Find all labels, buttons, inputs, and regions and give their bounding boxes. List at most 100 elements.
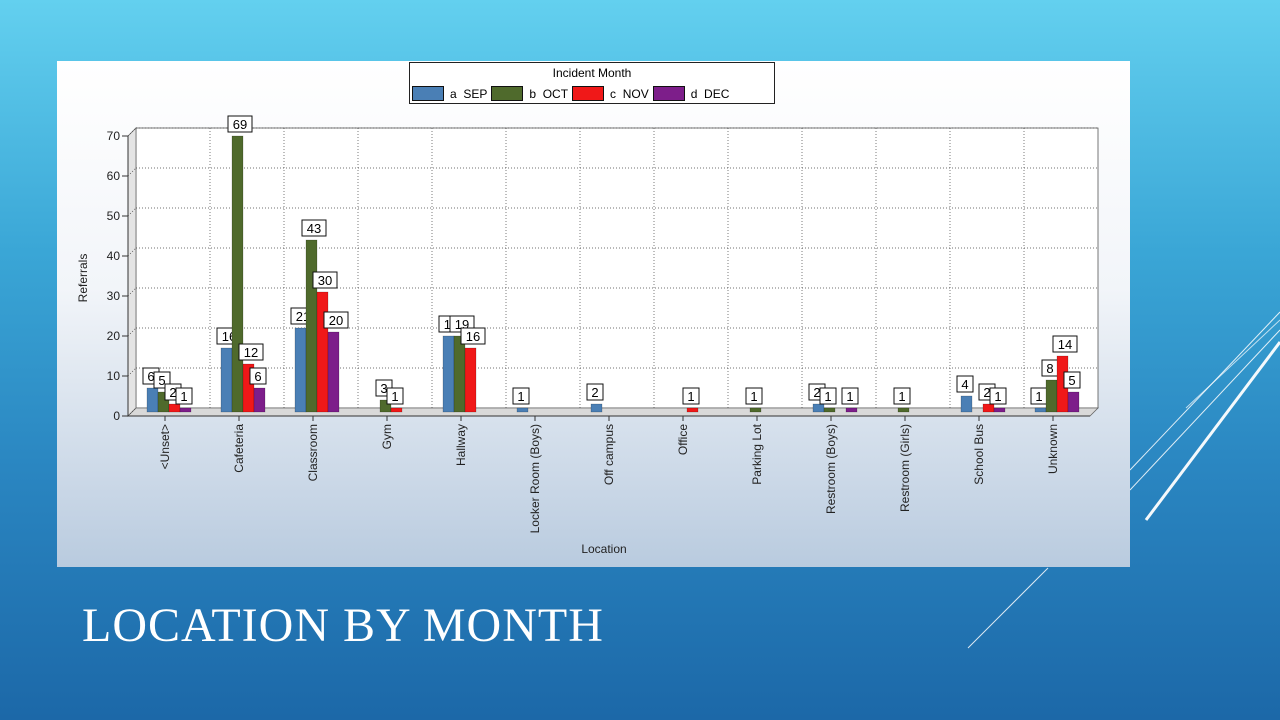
data-label-box — [682, 387, 700, 405]
bar — [390, 407, 403, 413]
bar — [516, 407, 529, 413]
legend-swatch — [652, 86, 685, 101]
data-label: 1 — [687, 389, 694, 404]
x-tick-label: Classroom — [306, 424, 320, 481]
x-tick-label: Cafeteria — [232, 424, 246, 473]
chart-legend: Incident Month a SEP b OCT c NOV d DEC — [409, 62, 775, 104]
y-tick-label: 50 — [107, 209, 121, 223]
x-tick-label: Unknown — [1046, 424, 1060, 474]
data-label-box — [227, 115, 253, 133]
data-label-box — [956, 375, 974, 393]
data-label: 2 — [813, 385, 820, 400]
legend-swatch — [491, 86, 524, 101]
data-label-box — [323, 311, 349, 329]
legend-title: Incident Month — [552, 66, 632, 80]
gridline-side — [127, 167, 137, 177]
data-label: 1 — [391, 389, 398, 404]
x-tick-label: Office — [676, 424, 690, 455]
bar — [453, 335, 466, 413]
data-label: 43 — [307, 221, 321, 236]
gridline-side — [127, 207, 137, 217]
data-label: 5 — [1068, 373, 1075, 388]
y-tick-label: 20 — [107, 329, 121, 343]
bar — [993, 407, 1006, 413]
legend-item: a SEP — [412, 86, 487, 101]
data-label-box — [175, 387, 193, 405]
slide-title: LOCATION BY MONTH — [82, 599, 604, 652]
legend-items: a SEP b OCT c NOV d DEC — [412, 86, 733, 101]
x-tick-label: Restroom (Girls) — [898, 424, 912, 512]
legend-swatch — [572, 86, 605, 101]
data-label: 8 — [1046, 361, 1053, 376]
bar — [442, 335, 455, 413]
legend-label: c NOV — [610, 86, 649, 101]
bar — [823, 407, 836, 413]
y-tick-label: 0 — [113, 409, 120, 423]
data-label-box — [819, 387, 837, 405]
data-label: 1 — [898, 389, 905, 404]
y-tick-label: 10 — [107, 369, 121, 383]
data-label: 30 — [318, 273, 332, 288]
bar — [1034, 407, 1047, 413]
data-label: 2 — [591, 385, 598, 400]
data-label: 1 — [180, 389, 187, 404]
data-label-box — [301, 219, 327, 237]
data-label-box — [460, 327, 486, 345]
bar — [982, 403, 995, 413]
legend-item: b OCT — [491, 86, 568, 101]
bar — [749, 407, 762, 413]
y-tick-label: 60 — [107, 169, 121, 183]
bar — [897, 407, 910, 413]
data-label: 6 — [254, 369, 261, 384]
x-tick-label: Parking Lot — [750, 423, 764, 484]
data-label: 1 — [1035, 389, 1042, 404]
data-label-box — [312, 271, 338, 289]
data-label-box — [841, 387, 859, 405]
legend-item: d DEC — [652, 86, 730, 101]
x-tick-label: Restroom (Boys) — [824, 424, 838, 514]
data-label-box — [1063, 371, 1081, 389]
data-label: 12 — [244, 345, 258, 360]
data-label-box — [238, 343, 264, 361]
data-label-box — [586, 383, 604, 401]
data-label-box — [512, 387, 530, 405]
gridline-side — [127, 127, 137, 137]
data-label-box — [1052, 335, 1078, 353]
bar — [590, 403, 603, 413]
data-label: 5 — [158, 373, 165, 388]
bar — [305, 239, 318, 413]
bar — [220, 347, 233, 413]
bar — [1045, 379, 1058, 413]
data-label-box — [745, 387, 763, 405]
y-axis-title: Referrals — [76, 254, 90, 303]
data-label: 4 — [961, 377, 968, 392]
y-tick-label: 40 — [107, 249, 121, 263]
legend-label: d DEC — [690, 86, 730, 101]
x-tick-label: Hallway — [454, 424, 468, 466]
data-label: 1 — [846, 389, 853, 404]
x-tick-label: Gym — [380, 424, 394, 449]
data-label: 20 — [329, 313, 343, 328]
x-axis-title: Location — [581, 542, 626, 556]
bar — [179, 407, 192, 413]
legend-label: a SEP — [450, 86, 488, 101]
data-label-box — [249, 367, 267, 385]
plot-floor — [127, 407, 1099, 417]
bar — [253, 387, 266, 413]
bar — [146, 387, 159, 413]
data-label: 14 — [1058, 337, 1072, 352]
bar — [294, 327, 307, 413]
data-label-box — [989, 387, 1007, 405]
data-label: 69 — [233, 117, 247, 132]
y-tick-label: 30 — [107, 289, 121, 303]
bar — [327, 331, 340, 413]
data-label: 16 — [466, 329, 480, 344]
data-label-box — [386, 387, 404, 405]
legend-swatch — [412, 86, 444, 101]
bar — [845, 407, 858, 413]
data-label: 1 — [750, 389, 757, 404]
data-label: 1 — [517, 389, 524, 404]
gridline-side — [127, 287, 137, 297]
